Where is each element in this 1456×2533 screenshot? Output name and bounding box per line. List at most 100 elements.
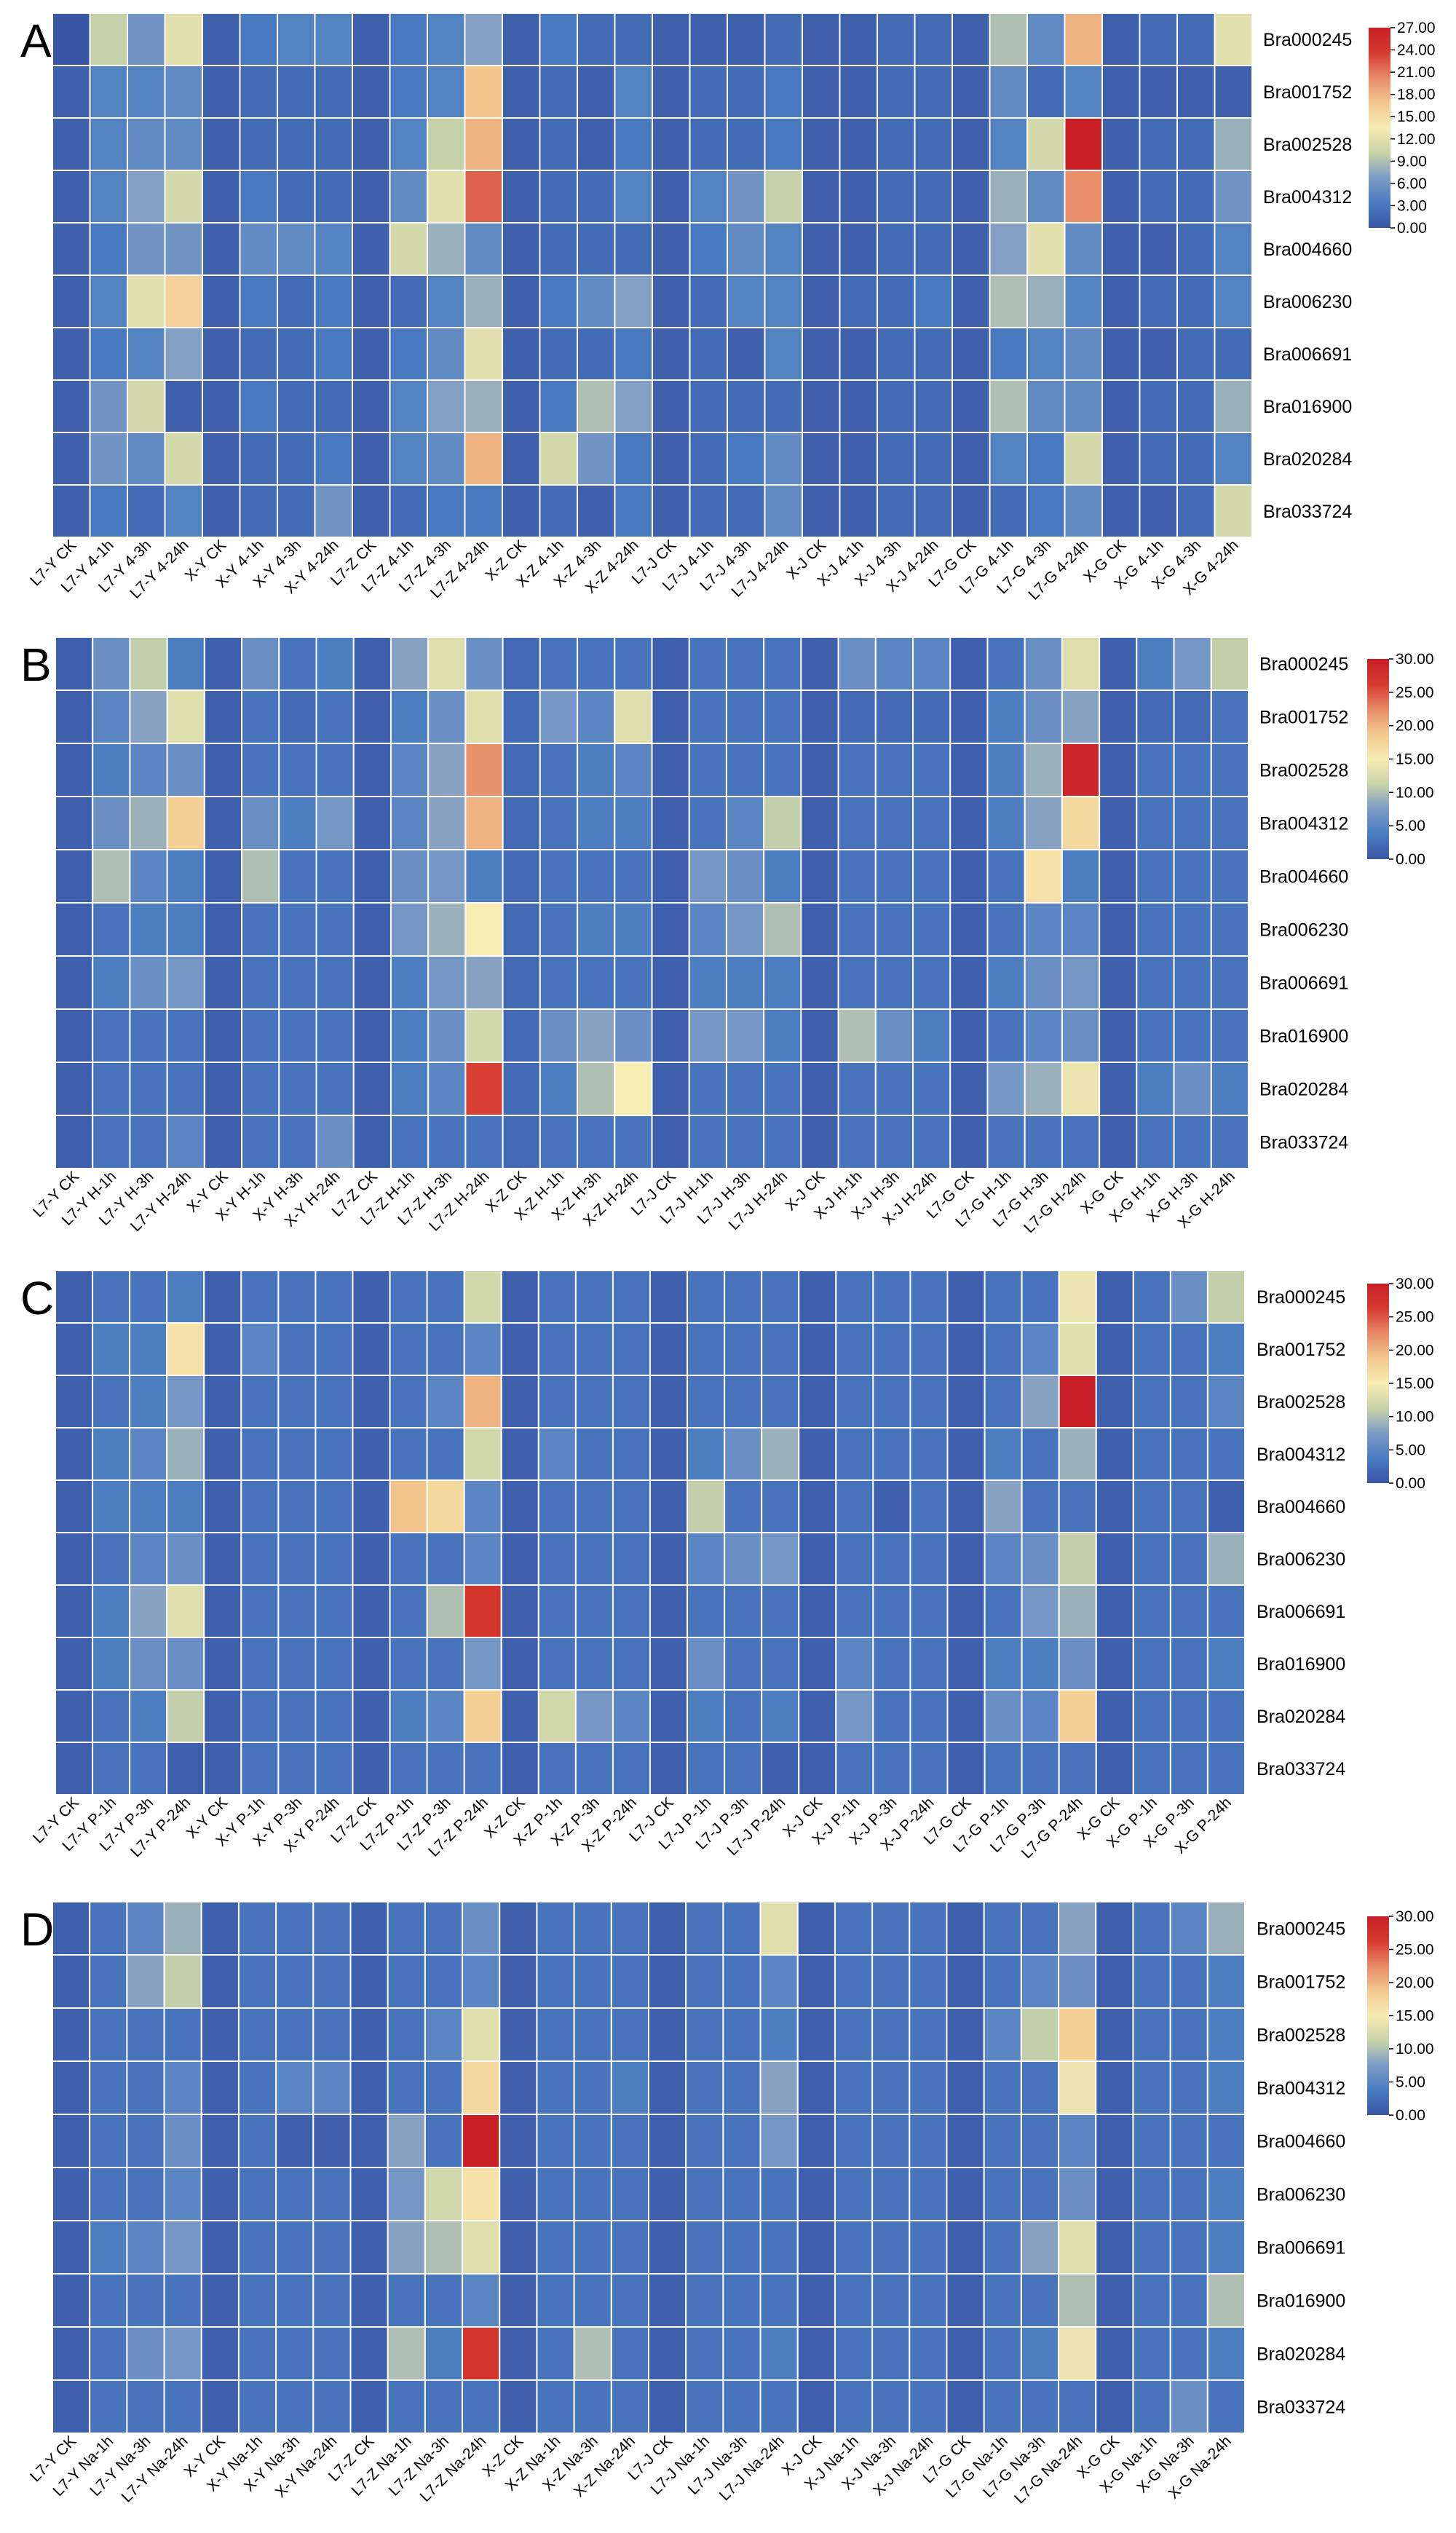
heatmap-cell bbox=[688, 689, 727, 744]
heatmap-cell bbox=[871, 1901, 911, 1956]
heatmap-cell bbox=[612, 1479, 652, 1533]
heatmap-cell bbox=[424, 2114, 464, 2168]
heatmap-cell bbox=[52, 1954, 91, 2009]
heatmap-cell bbox=[314, 274, 353, 328]
row-label: Bra004312 bbox=[1257, 1445, 1345, 1465]
heatmap-cell bbox=[648, 2060, 687, 2115]
heatmap-cell bbox=[1210, 1115, 1250, 1169]
heatmap-cell bbox=[426, 1322, 465, 1376]
heatmap-cell bbox=[499, 1901, 538, 1956]
heatmap-cell bbox=[764, 379, 803, 433]
heatmap-cell bbox=[424, 2326, 464, 2381]
heatmap-cell bbox=[577, 170, 616, 224]
colorbar-tick-label: 15.00 bbox=[1396, 2008, 1434, 2025]
heatmap-cell bbox=[1136, 796, 1175, 850]
heatmap-cell bbox=[424, 2220, 464, 2275]
heatmap-cell bbox=[1132, 1427, 1171, 1481]
heatmap-cell bbox=[574, 1322, 614, 1376]
heatmap-cell bbox=[949, 955, 989, 1010]
heatmap-cell bbox=[203, 636, 243, 691]
heatmap-cell bbox=[426, 1689, 465, 1743]
heatmap-cell bbox=[874, 743, 914, 797]
heatmap-cell bbox=[909, 1689, 949, 1743]
heatmap-cell bbox=[278, 1062, 317, 1116]
heatmap-cell bbox=[1206, 1427, 1246, 1481]
heatmap-cell bbox=[1139, 327, 1178, 381]
colorbar-tick-label: 10.00 bbox=[1396, 2041, 1434, 2058]
heatmap-cell bbox=[537, 1270, 577, 1324]
heatmap-cell bbox=[92, 1115, 131, 1169]
heatmap-cell bbox=[277, 117, 316, 171]
heatmap-cell bbox=[1214, 12, 1253, 66]
heatmap-cell bbox=[1139, 222, 1178, 276]
row-label: Bra016900 bbox=[1263, 397, 1352, 417]
heatmap-cell bbox=[914, 222, 953, 276]
heatmap-cell bbox=[164, 117, 203, 171]
heatmap-cell bbox=[275, 2060, 314, 2115]
heatmap-cell bbox=[312, 2379, 352, 2434]
heatmap-cell bbox=[724, 1375, 763, 1428]
heatmap-cell bbox=[55, 636, 94, 691]
heatmap-cell bbox=[1132, 1689, 1171, 1743]
heatmap-cell bbox=[1132, 2114, 1171, 2168]
heatmap-cell bbox=[689, 484, 728, 538]
heatmap-cell bbox=[1058, 1427, 1097, 1481]
heatmap-cell bbox=[725, 636, 765, 691]
heatmap-cell bbox=[764, 484, 803, 538]
heatmap-cell bbox=[761, 1689, 800, 1743]
heatmap-cell bbox=[685, 2060, 724, 2115]
heatmap-cell bbox=[1095, 2167, 1134, 2221]
heatmap-cell bbox=[1206, 1742, 1246, 1795]
heatmap-cell bbox=[722, 2273, 761, 2328]
heatmap-cell bbox=[499, 2007, 538, 2062]
heatmap-cell bbox=[877, 432, 916, 486]
heatmap-cell bbox=[798, 1270, 837, 1324]
row-label: Bra004312 bbox=[1263, 187, 1352, 208]
heatmap-cell bbox=[574, 1427, 614, 1481]
heatmap-cell bbox=[688, 955, 727, 1010]
heatmap-cell bbox=[314, 1479, 354, 1533]
heatmap-cell bbox=[166, 1742, 205, 1795]
heatmap-cell bbox=[649, 1479, 689, 1533]
heatmap-cell bbox=[577, 955, 616, 1010]
heatmap-cell bbox=[798, 1637, 837, 1691]
heatmap-cell bbox=[203, 1322, 242, 1376]
heatmap-cell bbox=[1061, 849, 1101, 904]
heatmap-cell bbox=[909, 2167, 948, 2221]
heatmap-cell bbox=[315, 902, 355, 957]
heatmap-cell bbox=[983, 2220, 1022, 2275]
heatmap-cell bbox=[796, 2007, 836, 2062]
heatmap-cell bbox=[426, 1532, 465, 1586]
heatmap-cell bbox=[502, 379, 541, 433]
heatmap-cell bbox=[502, 12, 541, 66]
heatmap-cell bbox=[837, 689, 877, 744]
heatmap-cell bbox=[349, 2220, 389, 2275]
heatmap-cell bbox=[685, 2326, 724, 2381]
heatmap-cell bbox=[499, 2379, 538, 2434]
heatmap-cell bbox=[989, 170, 1028, 224]
heatmap-cell bbox=[1026, 12, 1066, 66]
heatmap-cell bbox=[1095, 1532, 1134, 1586]
heatmap-cell bbox=[52, 117, 91, 171]
heatmap-cell bbox=[951, 170, 991, 224]
heatmap-cell bbox=[798, 1742, 837, 1795]
heatmap-cell bbox=[984, 1270, 1023, 1324]
heatmap-cell bbox=[1058, 1322, 1097, 1376]
heatmap-cell bbox=[839, 484, 878, 538]
heatmap-cell bbox=[909, 1479, 949, 1533]
heatmap-cell bbox=[612, 1270, 652, 1324]
heatmap-cell bbox=[278, 955, 317, 1010]
heatmap-cell bbox=[649, 1270, 689, 1324]
heatmap-cell bbox=[349, 2114, 389, 2168]
heatmap-cell bbox=[166, 1479, 205, 1533]
heatmap-cell bbox=[983, 2326, 1022, 2381]
heatmap-cell bbox=[946, 2167, 985, 2221]
heatmap-cell bbox=[1020, 1954, 1060, 2009]
heatmap-cell bbox=[314, 432, 353, 486]
heatmap-cell bbox=[163, 2167, 202, 2221]
heatmap-cell bbox=[200, 1954, 240, 2009]
heatmap-cell bbox=[1095, 1584, 1134, 1638]
heatmap-cell bbox=[648, 2007, 687, 2062]
heatmap-cell bbox=[389, 955, 430, 1010]
heatmap-cell bbox=[912, 902, 951, 957]
